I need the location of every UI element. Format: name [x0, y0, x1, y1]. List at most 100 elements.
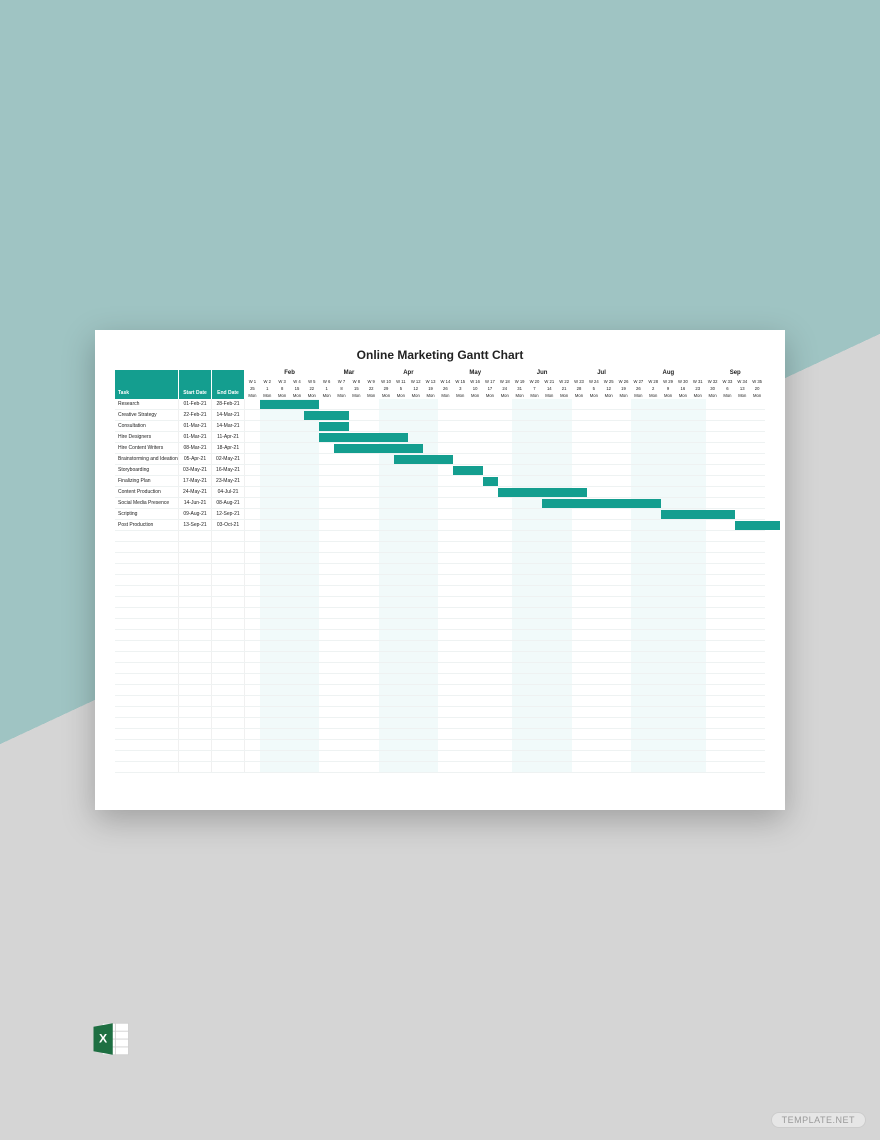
empty-row: [115, 542, 765, 553]
week-label: W 1: [245, 378, 260, 385]
header-start: Start Date: [179, 370, 212, 399]
week-label: W 10: [379, 378, 394, 385]
month-label: Apr: [379, 370, 438, 378]
task-name: Creative Strategy: [115, 410, 179, 420]
day-label: 28: [572, 385, 587, 392]
day-label: 22: [304, 385, 319, 392]
empty-row: [115, 696, 765, 707]
task-start: 17-May-21: [179, 476, 212, 486]
task-name: Hire Content Writers: [115, 443, 179, 453]
gantt-bar: [319, 422, 349, 431]
day-label: 2: [646, 385, 661, 392]
task-start: 05-Apr-21: [179, 454, 212, 464]
dow-label: Mon: [393, 392, 408, 399]
day-label: 3: [453, 385, 468, 392]
day-label: 5: [393, 385, 408, 392]
task-row: Finalizing Plan17-May-2123-May-21: [115, 476, 765, 487]
task-row: Creative Strategy22-Feb-2114-Mar-21: [115, 410, 765, 421]
gantt-bar: [319, 433, 408, 442]
task-start: 01-Mar-21: [179, 432, 212, 442]
task-start: 13-Sep-21: [179, 520, 212, 530]
task-start: 01-Mar-21: [179, 421, 212, 431]
task-row: Brainstorming and Ideation05-Apr-2102-Ma…: [115, 454, 765, 465]
dow-label: Mon: [527, 392, 542, 399]
gantt-bar: [260, 400, 319, 409]
svg-text:X: X: [99, 1032, 108, 1046]
week-label: W 30: [675, 378, 690, 385]
week-label: W 20: [527, 378, 542, 385]
day-label: 14: [542, 385, 557, 392]
day-label: 23: [690, 385, 705, 392]
task-row: Hire Designers01-Mar-2111-Apr-21: [115, 432, 765, 443]
day-label: 20: [750, 385, 765, 392]
day-label: 19: [616, 385, 631, 392]
dow-label: Mon: [304, 392, 319, 399]
dow-label: Mon: [290, 392, 305, 399]
week-label: W 32: [705, 378, 720, 385]
task-end: 02-May-21: [212, 454, 245, 464]
task-start: 03-May-21: [179, 465, 212, 475]
empty-row: [115, 652, 765, 663]
week-label: W 11: [393, 378, 408, 385]
week-label: W 2: [260, 378, 275, 385]
day-label: 13: [735, 385, 750, 392]
gantt-bar: [483, 477, 498, 486]
header-end: End Date: [212, 370, 245, 399]
dow-label: Mon: [497, 392, 512, 399]
task-name: Storyboarding: [115, 465, 179, 475]
task-row: Scripting09-Aug-2112-Sep-21: [115, 509, 765, 520]
week-label: W 19: [512, 378, 527, 385]
dow-label: Mon: [750, 392, 765, 399]
gantt-bar: [334, 444, 423, 453]
gantt-bar: [498, 488, 587, 497]
empty-row: [115, 586, 765, 597]
gantt-header: TaskStart DateEnd DateFebMarAprMayJunJul…: [115, 370, 765, 399]
gantt-body: Research01-Feb-2128-Feb-21Creative Strat…: [115, 399, 765, 773]
month-label: Jul: [572, 370, 631, 378]
week-label: W 33: [720, 378, 735, 385]
day-label: 26: [438, 385, 453, 392]
day-label: 12: [601, 385, 616, 392]
day-label: 24: [497, 385, 512, 392]
task-name: Brainstorming and Ideation: [115, 454, 179, 464]
task-end: 08-Aug-21: [212, 498, 245, 508]
week-label: W 31: [690, 378, 705, 385]
task-end: 28-Feb-21: [212, 399, 245, 409]
task-row: Social Media Presence14-Jun-2108-Aug-21: [115, 498, 765, 509]
day-label: 9: [661, 385, 676, 392]
week-label: W 35: [750, 378, 765, 385]
dow-label: Mon: [349, 392, 364, 399]
task-name: Hire Designers: [115, 432, 179, 442]
week-label: W 8: [349, 378, 364, 385]
day-label: 31: [512, 385, 527, 392]
day-label: 30: [705, 385, 720, 392]
gantt-bar: [735, 521, 780, 530]
gantt-bar: [394, 455, 453, 464]
empty-row: [115, 674, 765, 685]
month-label: May: [438, 370, 512, 378]
task-end: 14-Mar-21: [212, 410, 245, 420]
task-start: 24-May-21: [179, 487, 212, 497]
month-label: [245, 370, 260, 378]
gantt-bar: [542, 499, 661, 508]
empty-row: [115, 575, 765, 586]
dow-label: Mon: [364, 392, 379, 399]
dow-label: Mon: [675, 392, 690, 399]
task-name: Scripting: [115, 509, 179, 519]
dow-label: Mon: [245, 392, 260, 399]
week-label: W 27: [631, 378, 646, 385]
day-label: 8: [275, 385, 290, 392]
week-label: W 7: [334, 378, 349, 385]
dow-label: Mon: [631, 392, 646, 399]
dow-label: Mon: [646, 392, 661, 399]
task-name: Content Production: [115, 487, 179, 497]
day-label: 7: [527, 385, 542, 392]
week-label: W 15: [453, 378, 468, 385]
task-end: 04-Jul-21: [212, 487, 245, 497]
month-label: Mar: [319, 370, 378, 378]
empty-row: [115, 630, 765, 641]
dow-label: Mon: [601, 392, 616, 399]
day-label: 29: [379, 385, 394, 392]
task-row: Consultation01-Mar-2114-Mar-21: [115, 421, 765, 432]
week-label: W 16: [468, 378, 483, 385]
